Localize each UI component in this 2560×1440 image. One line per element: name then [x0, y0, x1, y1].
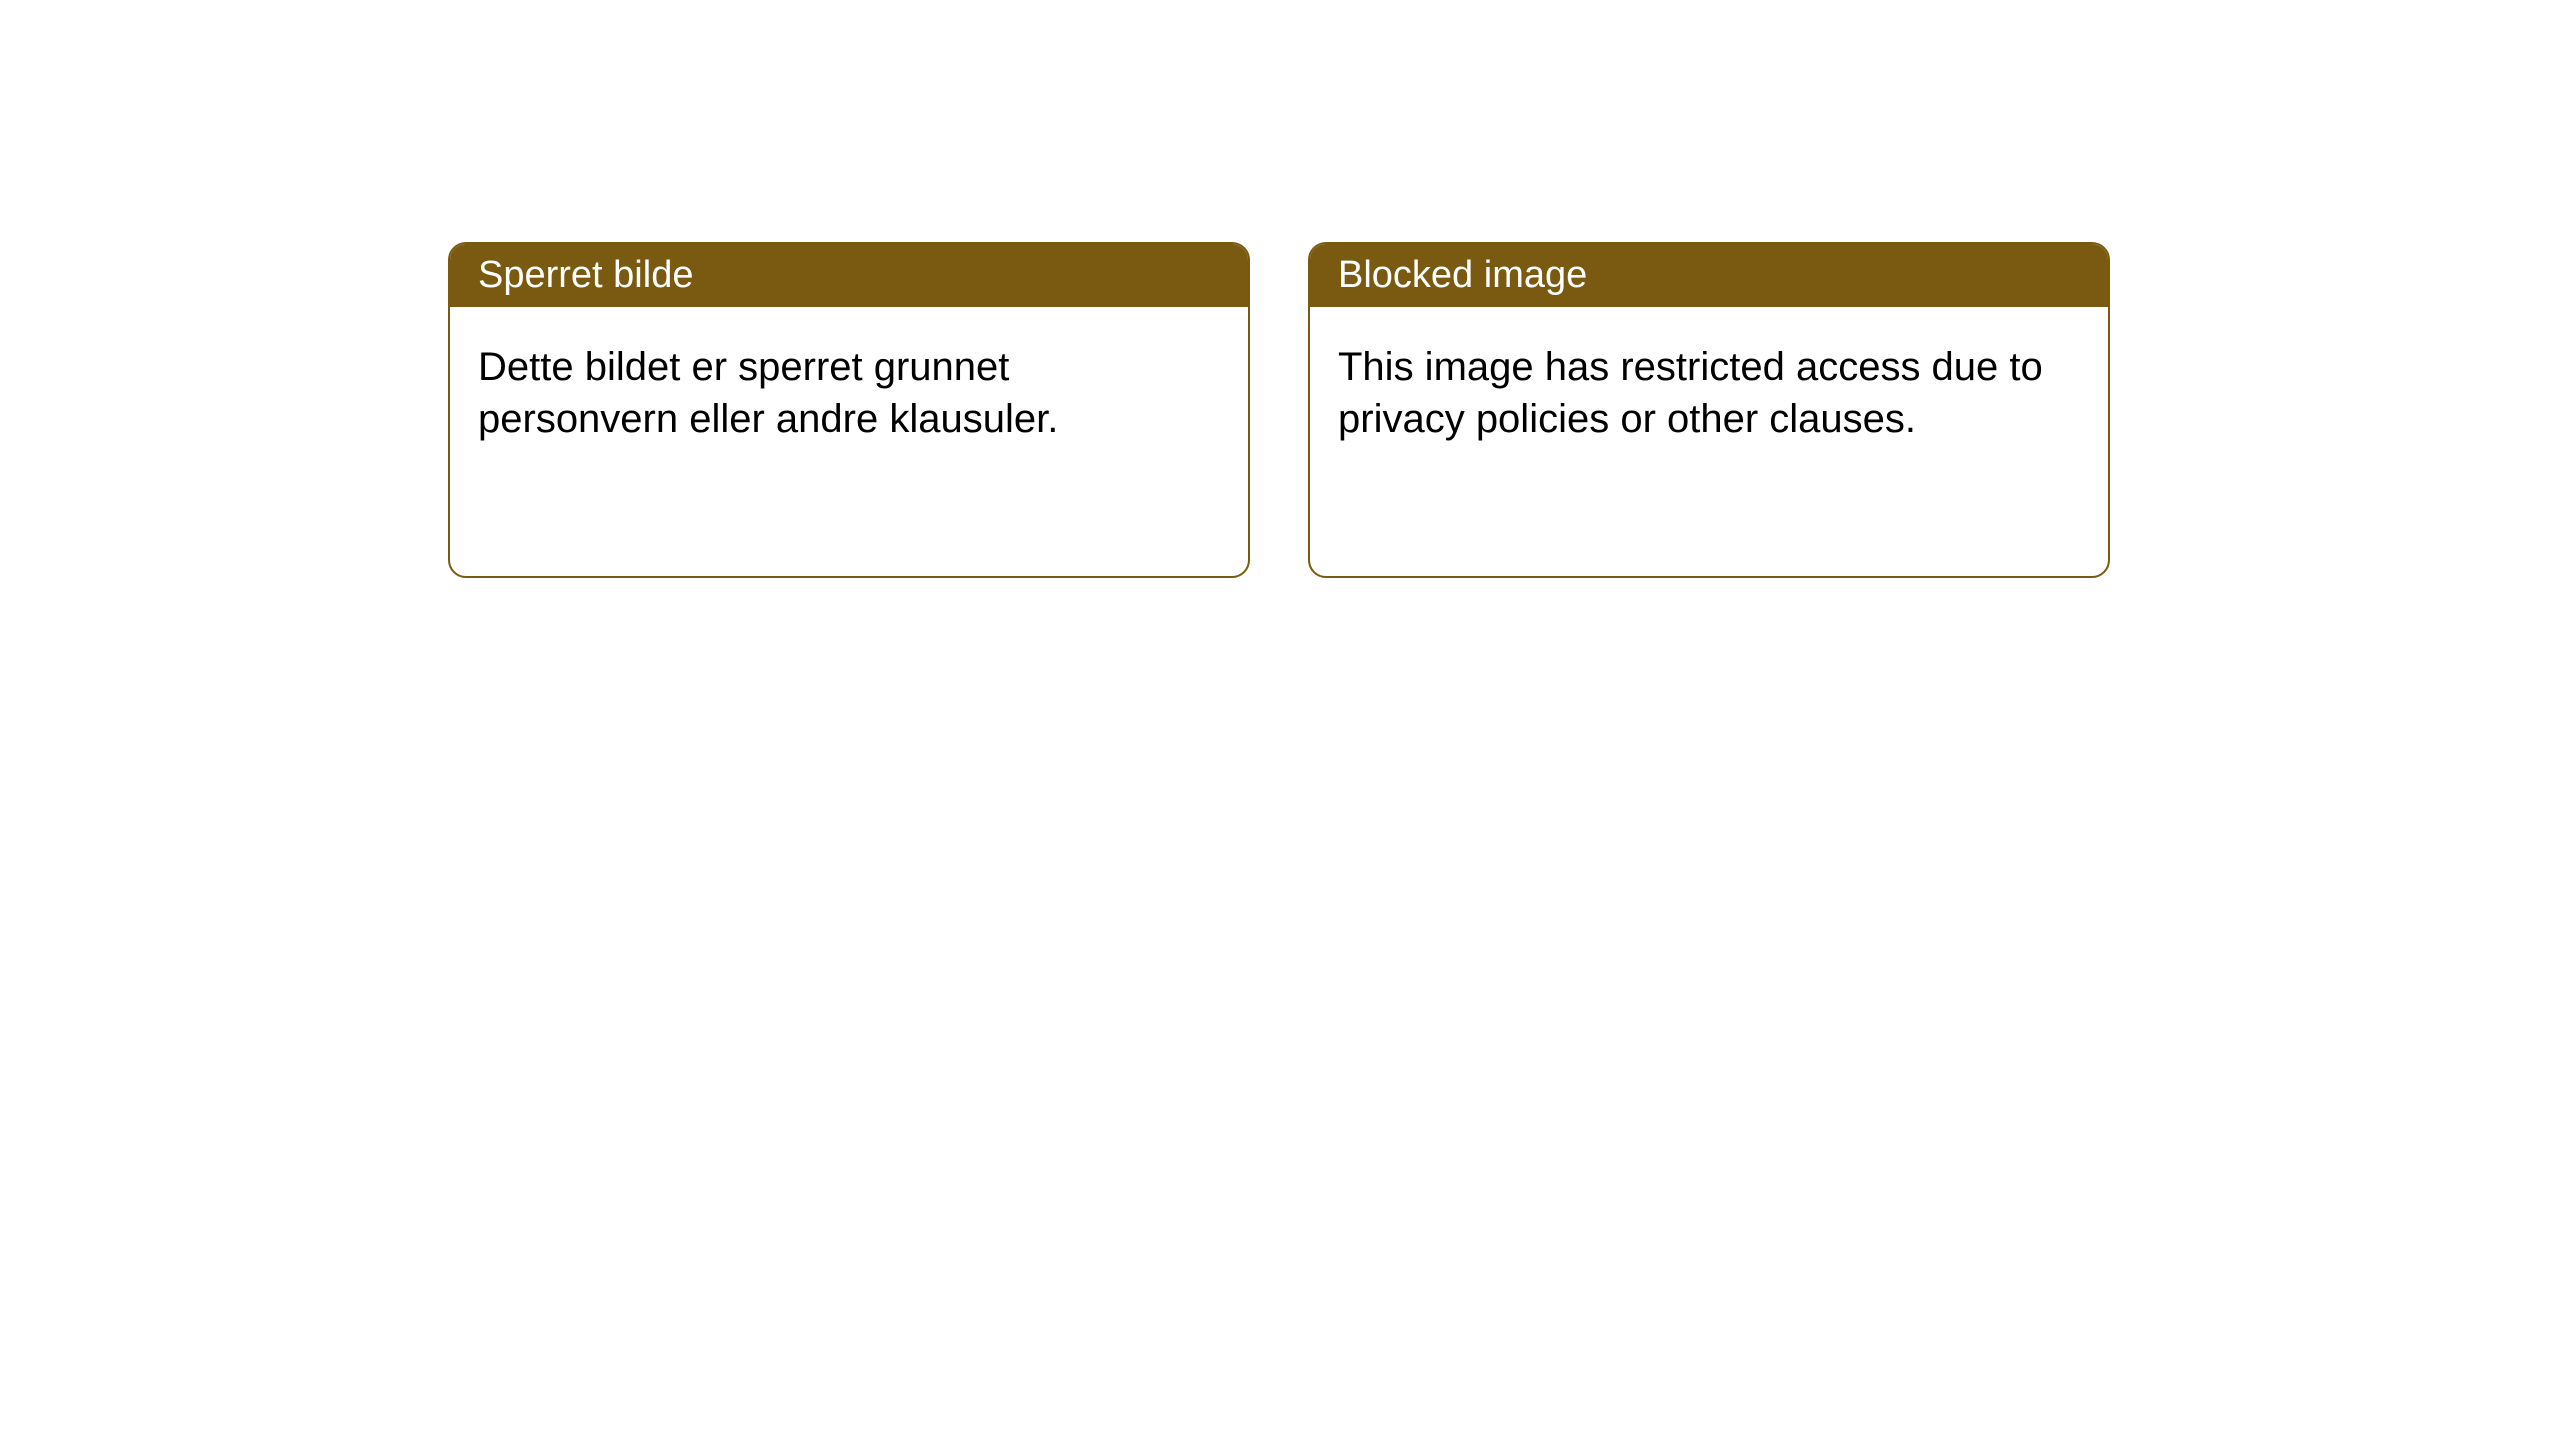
notice-body: Dette bildet er sperret grunnet personve…: [450, 307, 1248, 479]
notice-body-text: Dette bildet er sperret grunnet personve…: [478, 345, 1058, 441]
notice-card-english: Blocked image This image has restricted …: [1308, 242, 2110, 578]
notices-container: Sperret bilde Dette bildet er sperret gr…: [0, 0, 2560, 578]
notice-body: This image has restricted access due to …: [1310, 307, 2108, 479]
notice-body-text: This image has restricted access due to …: [1338, 345, 2043, 441]
notice-title: Sperret bilde: [478, 254, 693, 296]
notice-header: Sperret bilde: [450, 244, 1248, 307]
notice-header: Blocked image: [1310, 244, 2108, 307]
notice-title: Blocked image: [1338, 254, 1587, 296]
notice-card-norwegian: Sperret bilde Dette bildet er sperret gr…: [448, 242, 1250, 578]
